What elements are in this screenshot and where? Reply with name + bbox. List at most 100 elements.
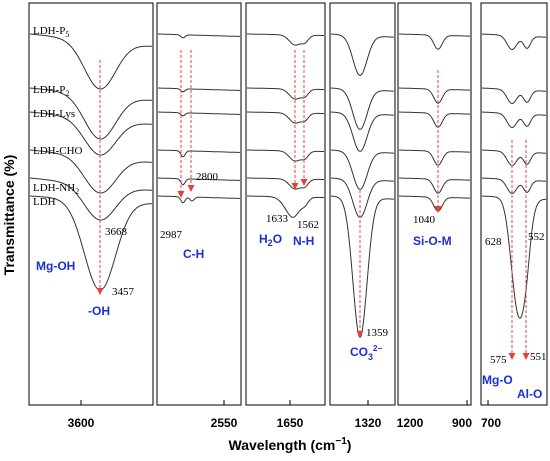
group-label-si-o-m: Si-O-M <box>413 234 452 248</box>
series-label-ldh: LDH <box>33 196 56 208</box>
series-label-ldh-p5: LDH-P5 <box>33 25 69 39</box>
peak-label-2800: 2800 <box>196 171 219 183</box>
tick-label-700: 700 <box>481 416 501 430</box>
curve-lys-panel-6 <box>481 111 546 129</box>
tick-label-1320: 1320 <box>355 416 382 430</box>
curve-ldh-panel-6 <box>481 195 547 320</box>
peak-label-2987: 2987 <box>160 229 183 241</box>
curve-cho-panel-3 <box>247 149 324 162</box>
peak-label-1040: 1040 <box>413 214 436 226</box>
curve-cho-panel-2 <box>158 149 241 158</box>
curve-lys-panel-4 <box>330 111 395 152</box>
curve-p5-panel-3 <box>247 33 324 46</box>
arrow-h2o-head <box>291 183 299 190</box>
curve-ldh-panel-1 <box>29 195 152 291</box>
arrow-oh <box>96 60 104 295</box>
peak-label-3457: 3457 <box>112 286 135 298</box>
arrow-ch-2987-head <box>177 191 185 198</box>
curve-cho-panel-6 <box>481 149 546 167</box>
curve-p2-panel-1 <box>29 87 153 140</box>
tick-label-2550: 2550 <box>211 416 238 430</box>
peak-label-1359: 1359 <box>366 327 389 339</box>
arrow-nh-head <box>300 179 308 186</box>
y-axis-title: Transmittance (%) <box>1 155 17 276</box>
curve-cho-panel-1 <box>29 149 152 194</box>
panel-frames <box>28 2 548 406</box>
group-label-c-h: C-H <box>183 247 204 261</box>
peak-label-551: 551 <box>530 351 547 363</box>
tick-label-1650: 1650 <box>277 416 304 430</box>
curve-cho-panel-5 <box>399 149 470 166</box>
curve-nh2-panel-1 <box>29 177 152 221</box>
panel-4-frame <box>329 2 396 406</box>
panel-5-frame <box>397 2 472 406</box>
curve-lys-panel-2 <box>158 111 241 117</box>
group-label-oh: -OH <box>88 304 110 318</box>
curve-ldh-panel-3 <box>247 195 324 218</box>
tick-marks <box>80 400 489 405</box>
panel-2-frame <box>156 2 242 406</box>
arrow-co3-head <box>356 331 364 338</box>
arrow-al-o-head <box>522 353 530 360</box>
arrow-mg-o-head <box>508 353 516 360</box>
group-label-al-o: Al-O <box>517 387 542 401</box>
peak-arrows <box>96 50 530 360</box>
panel-3-frame <box>245 2 326 406</box>
group-label-mg-oh: Mg-OH <box>36 259 75 273</box>
arrow-ch-2800-head <box>187 185 195 192</box>
curve-p2-panel-4 <box>330 87 395 130</box>
arrow-si <box>434 70 442 213</box>
curve-nh2-panel-3 <box>247 177 324 190</box>
arrow-ch-2987 <box>177 50 185 198</box>
group-label-n-h: N-H <box>293 234 314 248</box>
curve-nh2-panel-2 <box>158 177 241 186</box>
x-axis-title: Wavelength (cm−1) <box>229 436 352 453</box>
curve-ldh-panel-2 <box>158 195 241 204</box>
arrow-si-head <box>434 206 442 213</box>
curve-p5-panel-4 <box>330 33 395 77</box>
curve-lys-panel-3 <box>247 111 324 124</box>
series-label-ldh-cho: LDH-CHO <box>33 145 83 157</box>
group-label-co3: CO32− <box>350 344 382 362</box>
peak-label-628: 628 <box>485 236 502 248</box>
group-label-mg-o: Mg-O <box>482 373 513 387</box>
curve-cho-panel-4 <box>330 149 395 190</box>
tick-label-1200: 1200 <box>397 416 424 430</box>
peak-label-575: 575 <box>490 354 507 366</box>
panel-1-frame <box>28 2 154 406</box>
arrow-al-o <box>522 140 530 360</box>
peak-label-552: 552 <box>528 231 545 243</box>
curve-p2-panel-6 <box>481 87 546 105</box>
curve-ldh-panel-4 <box>330 195 395 339</box>
series-label-ldh-p2: LDH-P2 <box>33 84 69 98</box>
curve-nh2-panel-6 <box>481 177 546 195</box>
arrow-co3 <box>356 190 364 338</box>
curve-lys-panel-5 <box>399 111 470 128</box>
curve-p5-panel-1 <box>29 33 153 90</box>
curve-p2-panel-3 <box>247 87 324 100</box>
peak-label-3668: 3668 <box>105 226 128 238</box>
series-label-ldh-nh2: LDH-NH2 <box>33 182 79 196</box>
curve-ldh-panel-5 <box>399 195 470 212</box>
curve-lys-panel-1 <box>29 111 152 156</box>
curve-p5-panel-6 <box>481 33 546 51</box>
panel-6-frame <box>480 2 548 406</box>
curve-p2-panel-2 <box>158 87 241 93</box>
series-label-ldh-lys: LDH-Lys <box>33 108 75 120</box>
curve-nh2-panel-4 <box>330 177 395 218</box>
group-label-h2o: H2O <box>259 232 282 248</box>
tick-label-900: 900 <box>452 416 472 430</box>
curve-p5-panel-5 <box>399 33 470 50</box>
arrow-oh-head <box>96 288 104 295</box>
spectra-curves <box>29 33 547 339</box>
arrow-nh <box>300 50 308 186</box>
peak-label-1633: 1633 <box>266 213 289 225</box>
arrow-mg-o <box>508 140 516 360</box>
arrow-h2o <box>291 50 299 190</box>
curve-nh2-panel-5 <box>399 177 470 194</box>
curve-p2-panel-5 <box>399 87 470 104</box>
peak-label-1562: 1562 <box>297 219 319 231</box>
tick-label-3600: 3600 <box>68 416 95 430</box>
arrow-ch-2800 <box>187 50 195 192</box>
